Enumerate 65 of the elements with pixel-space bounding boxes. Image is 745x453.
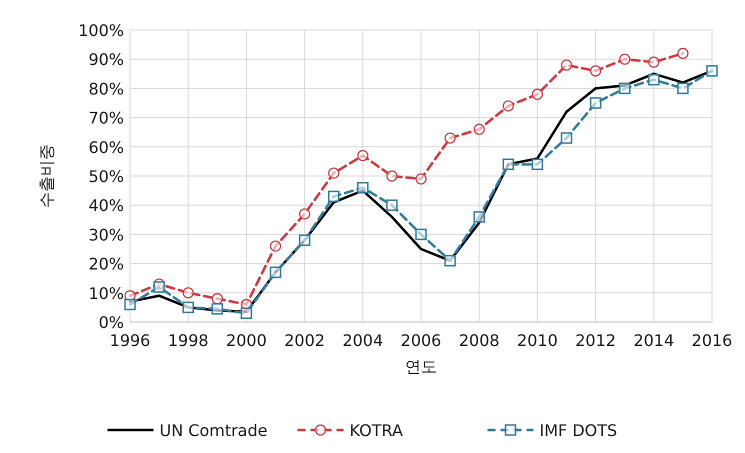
point <box>212 303 224 315</box>
point <box>270 240 282 252</box>
point <box>357 182 369 194</box>
y-tick-label: 50% <box>88 167 124 186</box>
y-tick-label: 20% <box>88 254 124 274</box>
point <box>444 254 456 266</box>
point <box>444 132 456 144</box>
y-tick-label: 90% <box>88 50 124 70</box>
point <box>590 65 602 76</box>
x-tick-label: 1996 <box>110 331 150 350</box>
legend-label: KOTRA <box>350 421 403 440</box>
x-tick-label: 2012 <box>575 331 616 350</box>
point <box>618 82 630 94</box>
point <box>182 302 194 314</box>
point <box>648 74 660 86</box>
point <box>677 82 689 94</box>
point <box>502 100 514 112</box>
point <box>182 287 194 298</box>
point <box>240 307 252 319</box>
x-axis-title: 연도 <box>405 357 437 376</box>
point <box>386 170 398 182</box>
point <box>706 65 718 77</box>
point <box>415 173 427 185</box>
point <box>386 199 398 211</box>
y-axis-title: 수출비중 <box>37 144 56 208</box>
point <box>212 293 223 304</box>
point <box>560 59 572 71</box>
point <box>473 211 485 223</box>
point <box>299 208 310 220</box>
point <box>532 88 543 100</box>
point <box>619 54 630 65</box>
point <box>474 124 485 135</box>
y-tick-label: 100% <box>78 21 124 40</box>
x-tick-label: 2010 <box>517 331 558 350</box>
point <box>415 228 427 240</box>
y-tick-label: 30% <box>88 225 124 244</box>
point <box>677 48 688 59</box>
point <box>648 56 660 68</box>
y-tick-label: 80% <box>88 79 124 98</box>
y-tick-label: 60% <box>88 138 124 157</box>
x-tick-label: 2014 <box>633 331 674 350</box>
legend-label: IMF DOTS <box>540 421 618 440</box>
point <box>298 234 310 246</box>
y-tick-label: 70% <box>88 108 124 128</box>
point <box>328 190 340 202</box>
point <box>560 132 572 144</box>
point <box>357 150 368 162</box>
point <box>270 266 282 278</box>
y-tick-label: 10% <box>88 284 124 303</box>
x-tick-label: 2004 <box>342 331 384 350</box>
point <box>328 167 340 179</box>
x-tick-label: 2008 <box>458 331 500 350</box>
x-tick-label: 2016 <box>692 331 732 350</box>
x-tick-label: 1998 <box>168 331 209 350</box>
x-tick-label: 2000 <box>226 331 267 350</box>
y-tick-label: 0% <box>98 313 124 332</box>
point <box>532 158 544 170</box>
y-tick-label: 40% <box>88 196 124 216</box>
point <box>153 281 165 293</box>
legend-label: UN Comtrade <box>160 421 268 440</box>
point <box>502 158 514 170</box>
x-tick-label: 2002 <box>284 331 325 350</box>
point <box>590 97 602 109</box>
point <box>124 298 136 310</box>
x-tick-label: 2006 <box>400 331 442 350</box>
